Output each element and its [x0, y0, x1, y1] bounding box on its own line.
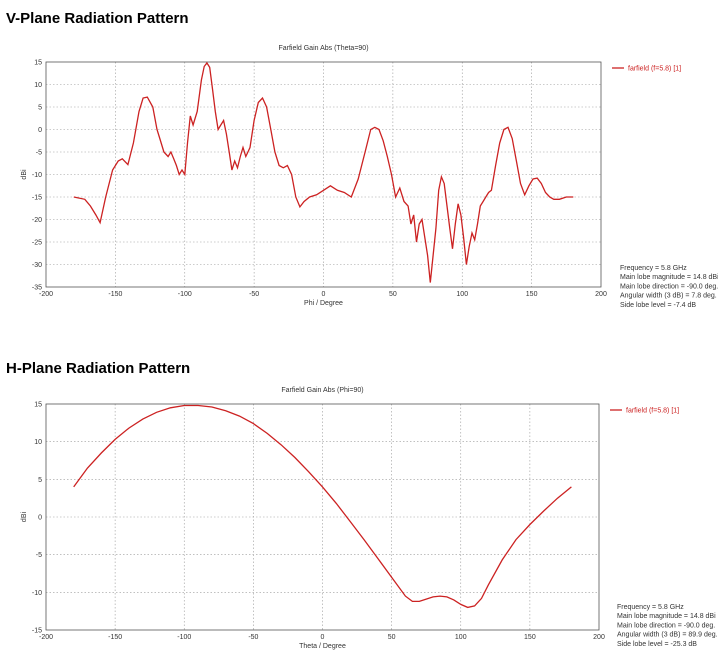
y-tick-label: -35	[32, 285, 42, 292]
legend-label: farfield (f=5.8) [1]	[628, 66, 681, 73]
x-tick-label: 150	[526, 291, 538, 298]
y-tick-label: 15	[34, 402, 42, 409]
x-tick-label: 150	[524, 634, 536, 641]
y-tick-label: -10	[32, 590, 42, 597]
info-line: Angular width (3 dB) = 89.9 deg.	[617, 632, 718, 639]
h-plane-chart: Farfield Gain Abs (Phi=90)-200 -150 -100 -5…	[21, 387, 718, 650]
legend-label: farfield (f=5.8) [1]	[626, 408, 679, 415]
x-tick-label: -150	[108, 634, 122, 641]
y-tick-label: 0	[38, 127, 42, 134]
legend: farfield (f=5.8) [1]	[612, 66, 681, 73]
series-line	[73, 404, 572, 609]
x-tick-label: -100	[178, 291, 192, 298]
y-tick-label: 5	[38, 477, 42, 484]
v-plane-heading: V-Plane Radiation Pattern	[6, 10, 189, 27]
y-axis-label: dBi	[21, 169, 28, 180]
y-tick-label: 0	[38, 515, 42, 522]
series-line	[73, 61, 574, 283]
x-tick-label: 0	[321, 634, 325, 641]
x-axis-label: Phi / Degree	[304, 300, 343, 307]
chart-title: Farfield Gain Abs (Phi=90)	[281, 387, 363, 394]
info-line: Main lobe direction = -90.0 deg.	[620, 283, 718, 290]
x-axis-label: Theta / Degree	[299, 643, 346, 650]
x-tick-label: 100	[456, 291, 468, 298]
x-tick-label: 200	[593, 634, 605, 641]
y-tick-label: 10	[34, 439, 42, 446]
y-tick-label: -10	[32, 172, 42, 179]
v-plane-chart: Farfield Gain Abs (Theta=90)-200 -150 -100…	[21, 45, 718, 309]
y-tick-label: 5	[38, 105, 42, 112]
x-tick-label: 100	[455, 634, 467, 641]
x-tick-label: 50	[389, 291, 397, 298]
info-line: Frequency = 5.8 GHz	[617, 604, 684, 611]
y-tick-label: -15	[32, 195, 42, 202]
info-line: Main lobe direction = -90.0 deg.	[617, 622, 715, 629]
x-tick-label: -200	[39, 634, 53, 641]
y-tick-label: 10	[34, 82, 42, 89]
info-line: Main lobe magnitude = 14.8 dBi	[620, 274, 718, 281]
legend: farfield (f=5.8) [1]	[610, 408, 679, 415]
y-tick-label: -5	[36, 552, 42, 559]
plot-frame	[45, 403, 600, 631]
x-tick-label: 50	[388, 634, 396, 641]
grid	[46, 404, 599, 630]
x-tick-label: -100	[177, 634, 191, 641]
x-tick-label: -50	[248, 634, 258, 641]
y-tick-label: -5	[36, 150, 42, 157]
farfield-info: Frequency = 5.8 GHz Main lobe magnitude =…	[617, 604, 718, 648]
info-line: Side lobe level = -7.4 dB	[620, 302, 696, 309]
grid	[46, 62, 601, 287]
y-axis-label: dBi	[21, 512, 28, 523]
info-line: Frequency = 5.8 GHz	[620, 265, 687, 272]
h-plane-heading: H-Plane Radiation Pattern	[6, 360, 191, 377]
x-tick-label: -150	[108, 291, 122, 298]
y-tick-label: -30	[32, 262, 42, 269]
x-tick-label: -200	[39, 291, 53, 298]
chart-title: Farfield Gain Abs (Theta=90)	[278, 45, 368, 52]
y-tick-label: -25	[32, 240, 42, 247]
info-line: Main lobe magnitude = 14.8 dBi	[617, 613, 716, 620]
y-tick-label: -20	[32, 217, 42, 224]
x-tick-label: -50	[249, 291, 259, 298]
info-line: Side lobe level = -25.3 dB	[617, 641, 697, 648]
x-tick-label: 0	[322, 291, 326, 298]
y-tick-label: -15	[32, 628, 42, 635]
farfield-info: Frequency = 5.8 GHz Main lobe magnitude =…	[620, 265, 718, 309]
x-tick-label: 200	[595, 291, 607, 298]
y-tick-label: 15	[34, 60, 42, 67]
plot-frame	[45, 61, 602, 288]
info-line: Angular width (3 dB) = 7.8 deg.	[620, 293, 717, 300]
